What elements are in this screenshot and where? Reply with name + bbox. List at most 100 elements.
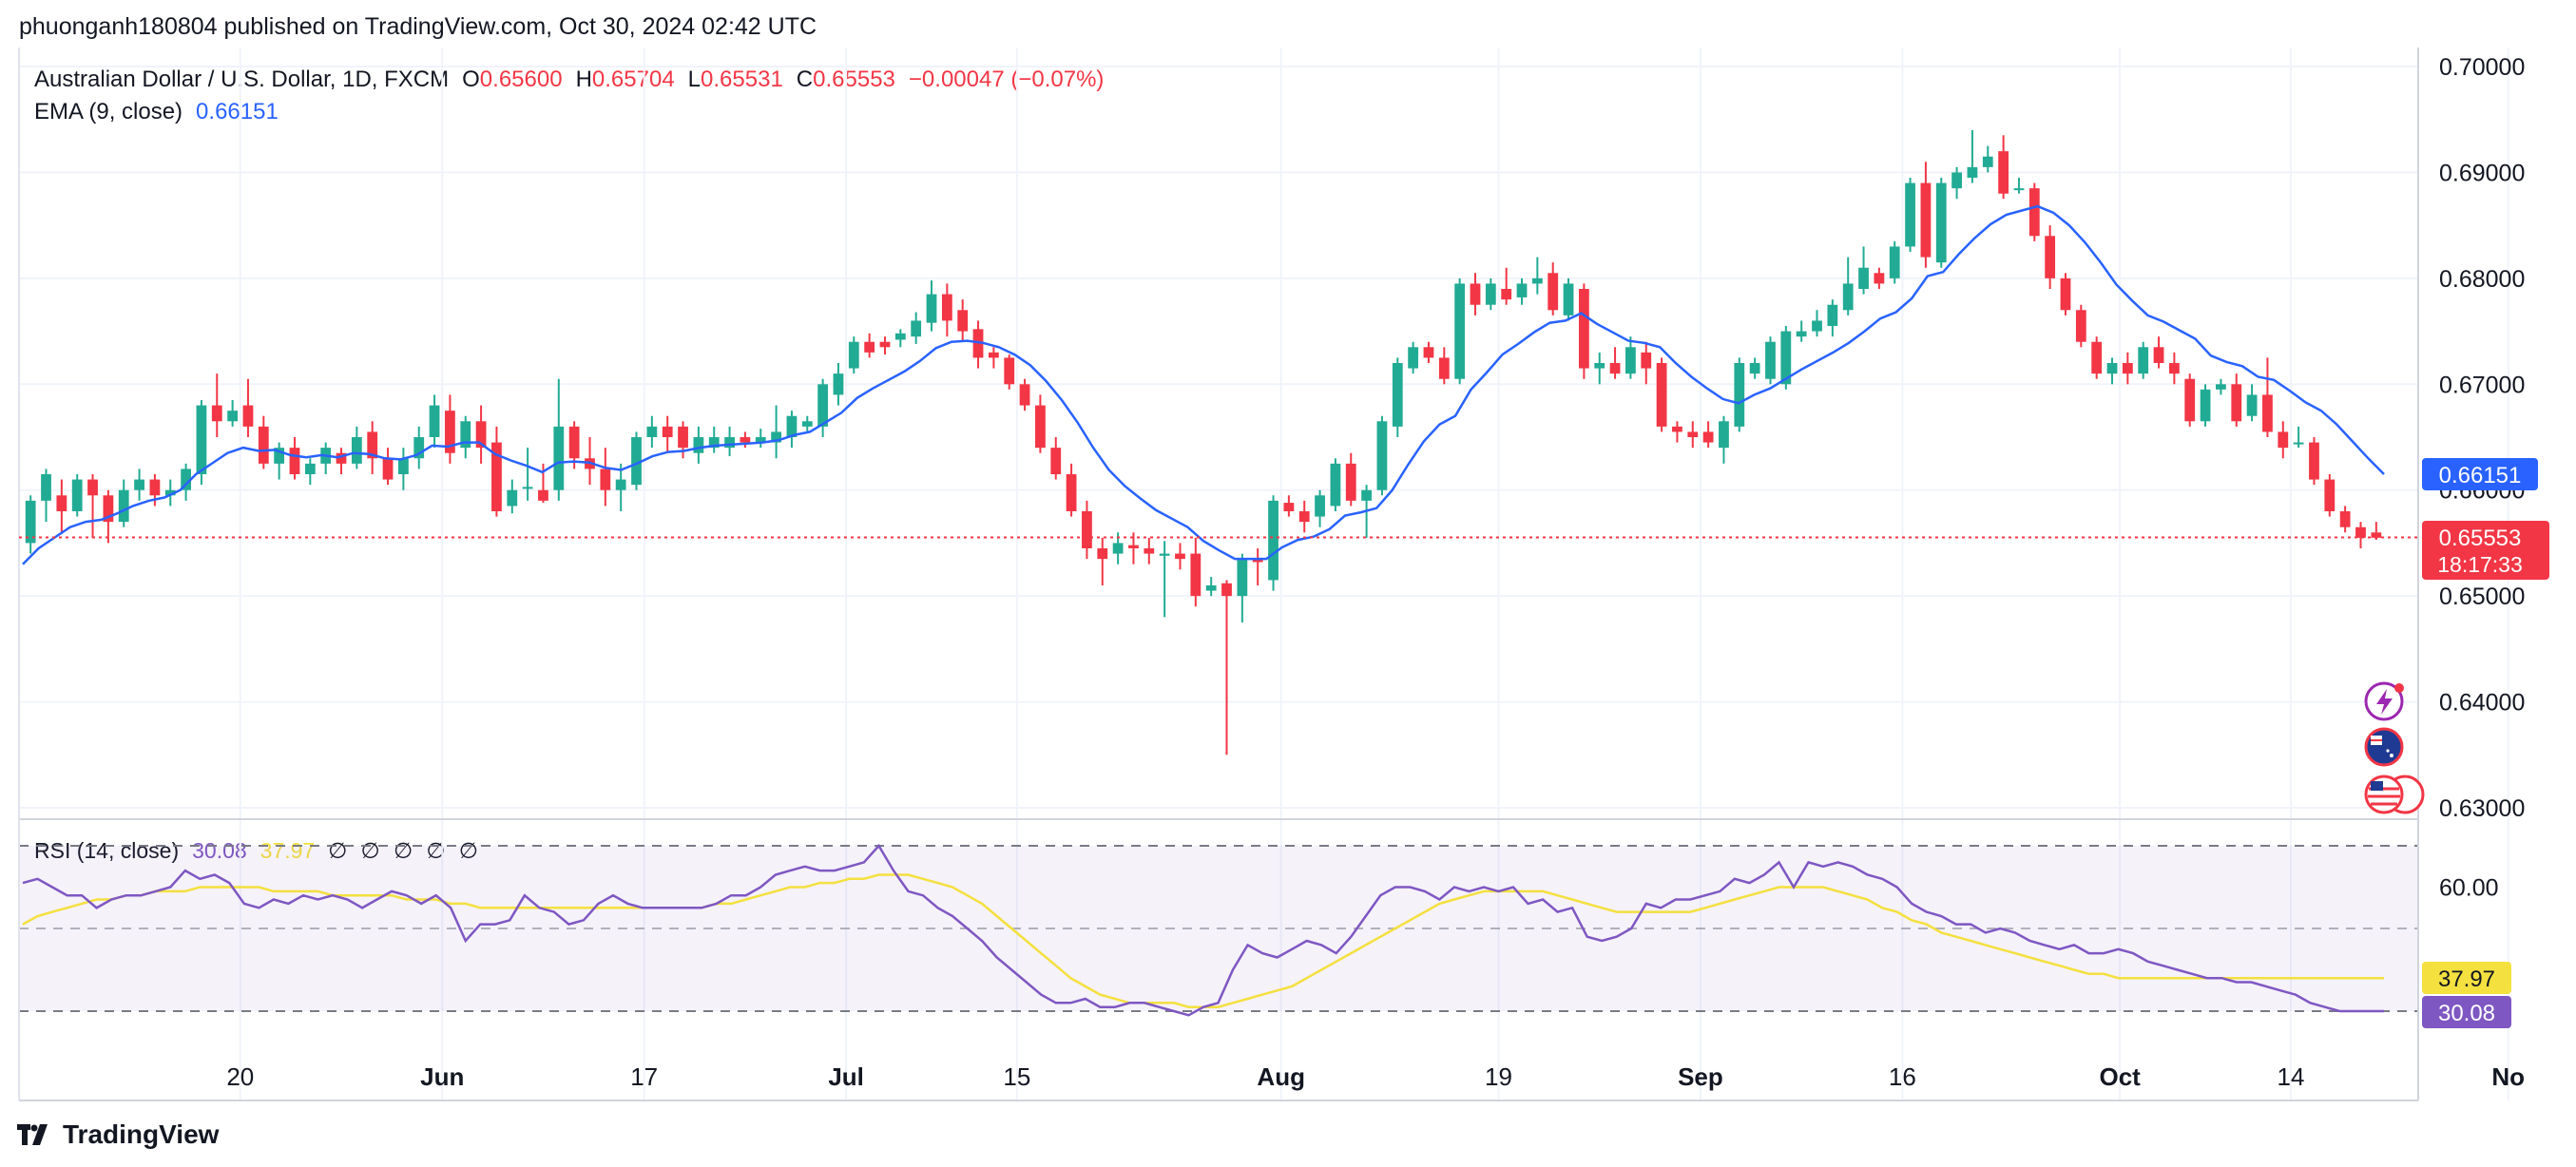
candle: [957, 299, 969, 342]
candle: [1998, 135, 2009, 200]
candle: [879, 336, 891, 355]
close-readout: C0.65553: [796, 67, 895, 92]
candle: [1485, 277, 1496, 311]
candle: [941, 283, 952, 337]
candle: [678, 421, 688, 459]
lightning-icon[interactable]: [2364, 681, 2404, 721]
ema-value: 0.66151: [196, 99, 279, 124]
candle: [1205, 577, 1217, 597]
candle: [1874, 267, 1885, 289]
candle: [1982, 145, 1993, 173]
rsi-value: 30.08: [192, 838, 247, 863]
candle: [1563, 277, 1574, 321]
candle: [1315, 489, 1325, 527]
candle: [1641, 341, 1652, 385]
usa-flag-icon[interactable]: [2364, 775, 2425, 814]
candle: [1252, 548, 1263, 585]
candle: [227, 400, 239, 427]
rsi-label: RSI (14, close): [34, 838, 180, 863]
candle: [1967, 129, 1978, 183]
candle: [771, 405, 781, 459]
candle: [2216, 378, 2226, 395]
candle: [149, 474, 161, 507]
candle: [2028, 182, 2040, 241]
candle: [740, 431, 751, 449]
time-tick-label: Jul: [828, 1062, 864, 1091]
candle: [2045, 225, 2056, 289]
candle: [2309, 437, 2319, 486]
candle: [2013, 178, 2025, 194]
candle: [320, 442, 332, 474]
candle: [475, 405, 487, 464]
candle: [1004, 354, 1015, 390]
rsi-badge-text: 30.08: [2438, 1001, 2495, 1026]
candle: [2339, 506, 2351, 533]
candle: [1578, 283, 1589, 379]
candle: [1796, 320, 1807, 342]
candle: [2293, 426, 2304, 449]
candle: [708, 426, 720, 453]
tradingview-logo-icon: [17, 1124, 48, 1145]
candle: [848, 336, 859, 374]
ema-line: [22, 204, 2385, 565]
candle: [553, 378, 565, 501]
candle: [56, 479, 67, 533]
candle: [1749, 357, 1760, 379]
publisher-caption: phuonganh180804 published on TradingView…: [19, 13, 817, 40]
candle: [1951, 166, 1962, 200]
candle: [585, 437, 595, 486]
candle: [2324, 474, 2336, 517]
candle: [491, 426, 502, 517]
candle: [1765, 336, 1776, 385]
candle: [1237, 553, 1248, 622]
candle: [1531, 257, 1543, 295]
candle: [25, 495, 36, 554]
candle: [181, 463, 191, 501]
price-axis-labels: 0.700000.690000.680000.670000.660000.650…: [2439, 54, 2525, 822]
candle: [972, 320, 984, 369]
candle: [522, 448, 533, 501]
candle: [1283, 495, 1295, 517]
candle: [2060, 273, 2071, 316]
rsi-line: [22, 843, 2384, 1017]
time-tick-label: Oct: [2100, 1062, 2142, 1091]
ema-badge-text: 0.66151: [2439, 463, 2522, 488]
grid-layer: [19, 48, 2509, 1100]
candle: [817, 378, 829, 437]
time-tick-label: 20: [226, 1062, 254, 1091]
candle: [1594, 352, 1605, 385]
candle: [1019, 378, 1030, 411]
tradingview-brand[interactable]: TradingView: [17, 1119, 219, 1150]
rsi-ma-badge-text: 37.97: [2438, 966, 2495, 992]
price-tick-label: 0.68000: [2439, 266, 2525, 293]
rsi-badge: 30.08: [2422, 996, 2511, 1028]
candle: [1734, 357, 1745, 432]
candle: [507, 479, 518, 514]
ema-legend[interactable]: EMA (9, close) 0.66151: [34, 99, 279, 125]
candle: [164, 479, 176, 507]
australia-flag-icon[interactable]: [2364, 727, 2404, 767]
ohlc-legend: Australian Dollar / U.S. Dollar, 1D, FXC…: [34, 67, 1104, 93]
candle: [1066, 463, 1077, 517]
candles-layer: [25, 129, 2382, 756]
candle: [693, 426, 704, 464]
candle: [351, 426, 362, 469]
countdown-text: 18:17:33: [2437, 552, 2523, 577]
candle: [1035, 394, 1046, 453]
candle: [2138, 341, 2149, 379]
candle: [646, 415, 658, 449]
candle: [382, 448, 394, 486]
candle: [615, 463, 626, 511]
candle: [397, 448, 409, 490]
candle: [1470, 273, 1481, 316]
candle: [1609, 347, 1621, 379]
candle: [242, 378, 254, 437]
candle: [786, 411, 798, 449]
rsi-legend[interactable]: RSI (14, close) 30.08 37.97 ∅ ∅ ∅ ∅ ∅: [34, 838, 482, 864]
candle: [538, 463, 548, 504]
symbol-label[interactable]: Australian Dollar / U.S. Dollar, 1D, FXC…: [34, 67, 450, 92]
candle: [1454, 277, 1466, 385]
candle: [87, 474, 98, 538]
candle: [1548, 262, 1559, 316]
